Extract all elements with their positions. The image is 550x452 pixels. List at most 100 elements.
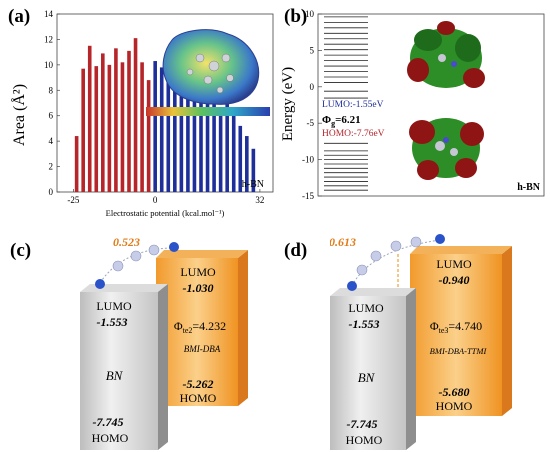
y-tick-label: 5 — [310, 45, 315, 55]
x-tick-label: -25 — [67, 195, 79, 205]
histogram-bar — [107, 64, 112, 192]
y-tick-label: 0 — [310, 82, 315, 92]
histogram-bar — [179, 82, 184, 192]
histogram-bar — [120, 62, 125, 192]
electron-trail-icon — [148, 244, 160, 256]
histogram-bar — [140, 62, 144, 192]
y-tick-label: 2 — [49, 162, 54, 172]
bmi-name-c: BMI-DBA — [184, 344, 221, 354]
panel-b-label: (b) — [284, 6, 308, 27]
histogram-bar — [133, 38, 138, 193]
y-tick-label: 12 — [44, 34, 53, 44]
bmi-name-d: BMI-DBA-TTMI — [430, 346, 488, 356]
lumo-orbital-image — [407, 21, 485, 88]
histogram-bar — [225, 91, 229, 192]
bn-homo-value-d: -7.745 — [347, 417, 378, 431]
lumo-energy-label: LUMO:-1.55eV — [322, 100, 384, 110]
y-tick-label: 0 — [49, 187, 54, 197]
histogram-bar — [114, 48, 118, 193]
bmi-lumo-value-c: -1.030 — [183, 281, 214, 295]
bmi-dba-block — [156, 258, 238, 406]
x-tick-label: 0 — [153, 195, 158, 205]
y-tick-label: 14 — [44, 9, 54, 19]
histogram-bar — [87, 45, 92, 193]
esp-color-scale — [146, 107, 270, 116]
histogram-bar — [101, 53, 105, 192]
panel-a-label: (a) — [8, 6, 31, 27]
panel-b-chart: 10 5 0 -5 -10 -15 LUMO:-1.55eV Φg=6.21 HOMO:-… — [280, 9, 545, 201]
y-tick-label: -10 — [302, 155, 314, 165]
histogram-bar — [192, 92, 197, 192]
electron-trail-icon — [112, 260, 124, 272]
electron-icon — [169, 242, 179, 252]
histogram-bar — [153, 61, 157, 192]
histogram-bar — [199, 101, 203, 192]
bmi-homo-label-d: HOMO — [436, 399, 473, 413]
bmi-homo-label-c: HOMO — [180, 391, 217, 405]
histogram-bar — [205, 103, 210, 192]
histogram-bar — [251, 148, 256, 192]
panel-a-frame — [56, 13, 274, 193]
y-tick-label: 10 — [305, 9, 315, 19]
y-tick-label: -5 — [307, 118, 315, 128]
phi-c: Φte2=4.232 — [174, 319, 226, 335]
delta-c: 0.523 — [113, 235, 140, 249]
y-tick-label: 6 — [49, 111, 54, 121]
panel-a-ylabel: Area (Å²) — [10, 84, 28, 146]
panel-d-label: (d) — [284, 240, 308, 261]
y-tick-label: -15 — [302, 191, 314, 201]
gap-label: Φg=6.21 — [322, 114, 361, 128]
histogram-bar — [146, 80, 151, 192]
panel-b-frame — [317, 13, 545, 197]
y-tick-label: 4 — [49, 136, 54, 146]
homo-orbital-image — [409, 118, 484, 180]
histogram-bar — [74, 136, 79, 192]
delta-d: 0.613 — [330, 235, 356, 249]
panel-c-diagram: 0.523 LUMO -1.553 BN -7.745 HOMO LUMO -1… — [80, 235, 248, 450]
bn-block — [330, 296, 406, 450]
histogram-bar — [159, 67, 164, 192]
histogram-bar — [94, 66, 99, 192]
bmi-lumo-label-d: LUMO — [436, 257, 472, 271]
bn-homo-label-d: HOMO — [346, 433, 383, 447]
bmi-lumo-label-c: LUMO — [180, 265, 216, 279]
electron-trail-icon — [370, 250, 382, 262]
bn-lumo-label-d: LUMO — [348, 301, 384, 315]
esp-surface-image — [162, 29, 260, 105]
bn-lumo-value-c: -1.553 — [97, 315, 128, 329]
y-tick-label: 8 — [49, 85, 54, 95]
bmi-lumo-value-d: -0.940 — [439, 273, 470, 287]
panel-c-label: (c) — [10, 240, 32, 261]
electron-trail-icon — [356, 264, 368, 276]
panel-a-chart: 0 2 4 6 8 10 12 14 -25 0 32 Electrostatic potenti… — [10, 9, 274, 218]
panel-a-xlabel: Electrostatic potential (kcal.mol⁻¹) — [106, 208, 225, 218]
histogram-bar — [173, 64, 177, 192]
bn-lumo-label-c: LUMO — [96, 299, 132, 313]
electron-icon — [435, 234, 445, 244]
bn-lumo-value-d: -1.553 — [349, 317, 380, 331]
electron-trail-icon — [390, 240, 402, 252]
electron-trail-icon — [410, 236, 422, 248]
electron-trail-icon — [130, 250, 142, 262]
bmi-homo-value-c: -5.262 — [183, 377, 214, 391]
bn-homo-label-c: HOMO — [92, 431, 129, 445]
electron-icon — [347, 281, 357, 291]
histogram-bar — [218, 113, 223, 192]
homo-energy-label: HOMO:-7.76eV — [322, 129, 385, 139]
histogram-bar — [81, 68, 85, 192]
bmi-dba-ttmi-block — [410, 254, 502, 416]
panel-b-ylabel: Energy (eV) — [280, 67, 296, 141]
histogram-bar — [166, 72, 171, 192]
bn-name-d: BN — [358, 370, 376, 385]
histogram-bar — [186, 99, 190, 192]
bmi-homo-value-d: -5.680 — [439, 385, 470, 399]
histogram-bar — [245, 136, 249, 192]
phi-d: Φte3=4.740 — [430, 319, 482, 335]
panel-b-tag: h-BN — [517, 182, 541, 193]
bn-homo-value-c: -7.745 — [93, 415, 124, 429]
panel-d-diagram: 0.613 LUMO -1.553 BN -7.745 HOMO LUMO -0… — [330, 234, 512, 450]
histogram-bar — [127, 50, 131, 192]
electron-icon — [95, 279, 105, 289]
y-tick-label: 10 — [44, 60, 54, 70]
x-tick-label: 32 — [255, 195, 264, 205]
